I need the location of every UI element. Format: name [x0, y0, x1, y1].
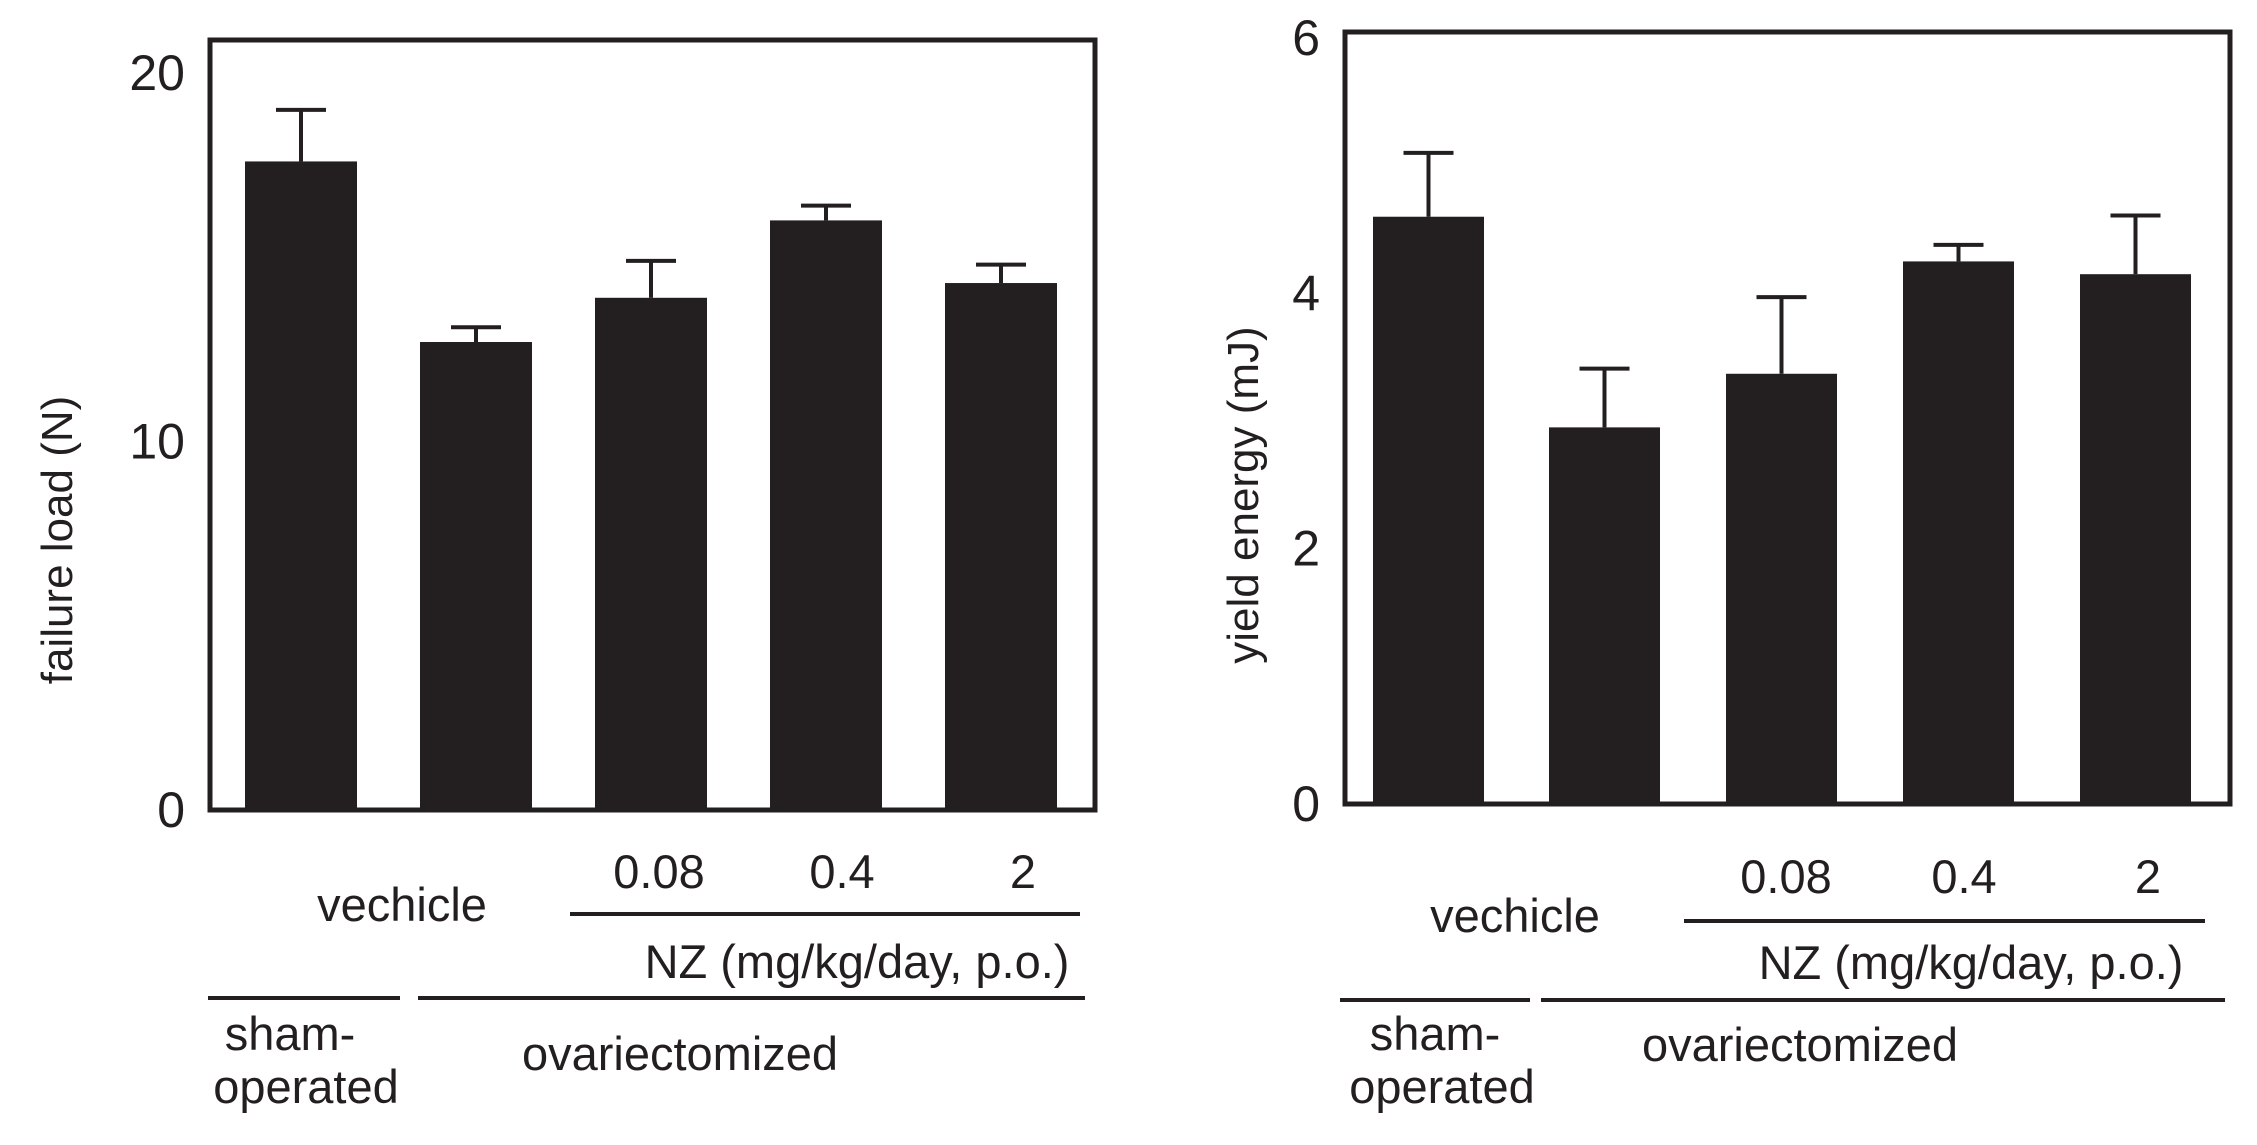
error-bar-0 [1403, 150, 1454, 217]
error-bar-3 [1933, 242, 1984, 262]
vehicle-label: vechicle [317, 878, 487, 931]
plot-frame [1342, 29, 2233, 807]
ovx-label: ovariectomized [1642, 1018, 1958, 1071]
dose-label-2: 2 [2135, 850, 2161, 903]
y-axis-label: failure load (N) [33, 396, 82, 685]
y-tick-label: 10 [129, 414, 185, 470]
dose-label-0.4: 0.4 [1931, 850, 1996, 903]
sham-label-line1: sham- [1370, 1007, 1501, 1060]
sham-label-line2: operated [213, 1060, 399, 1113]
bar-4 [2080, 274, 2191, 804]
error-bars [276, 107, 1026, 343]
y-axis-label: yield energy (mJ) [1219, 326, 1268, 663]
drug-label: NZ (mg/kg/day, p.o.) [1759, 936, 2184, 989]
bar-2 [1726, 373, 1837, 804]
bar-1 [420, 342, 532, 810]
bar-0 [245, 161, 357, 810]
error-bar-2 [626, 258, 676, 298]
error-bar-4 [976, 262, 1026, 284]
dose-label-0.4: 0.4 [809, 845, 874, 898]
bar-1 [1549, 427, 1660, 804]
bar-0 [1373, 216, 1484, 804]
y-tick-label: 2 [1292, 521, 1320, 577]
bar-3 [770, 220, 882, 810]
error-bar-1 [451, 325, 501, 343]
y-tick-labels: 0 2 4 6 [1292, 10, 1320, 832]
y-tick-label: 4 [1292, 265, 1320, 321]
y-tick-labels: 0 10 20 [129, 45, 185, 838]
bars [1373, 216, 2191, 805]
dose-label-2: 2 [1010, 845, 1036, 898]
plot-frame [207, 37, 1098, 813]
error-bar-0 [276, 107, 326, 162]
error-bar-1 [1579, 366, 1630, 428]
drug-label: NZ (mg/kg/day, p.o.) [645, 935, 1070, 988]
error-bar-2 [1756, 295, 1807, 374]
error-bar-4 [2110, 213, 2161, 275]
dose-label-0.08: 0.08 [613, 845, 704, 898]
bar-3 [1903, 261, 2014, 805]
bar-4 [945, 283, 1057, 810]
y-tick-label: 0 [157, 782, 185, 838]
yield-energy-chart: yield energy (mJ) 0 2 4 6 vechicle 0.08 0.4… [1219, 10, 2233, 1113]
sham-label-line1: sham- [225, 1007, 356, 1060]
y-tick-label: 20 [129, 45, 185, 101]
ovx-label: ovariectomized [522, 1027, 838, 1080]
y-tick-label: 6 [1292, 10, 1320, 66]
dose-label-0.08: 0.08 [1740, 850, 1831, 903]
vehicle-label: vechicle [1430, 889, 1600, 942]
bars [245, 161, 1057, 810]
sham-label-line2: operated [1349, 1060, 1535, 1113]
error-bar-3 [801, 203, 851, 221]
failure-load-chart: failure load (N) 0 10 20 vechicle 0.08 0.4… [33, 37, 1098, 1113]
error-bars [1403, 150, 2161, 428]
bar-2 [595, 297, 707, 810]
y-tick-label: 0 [1292, 776, 1320, 832]
